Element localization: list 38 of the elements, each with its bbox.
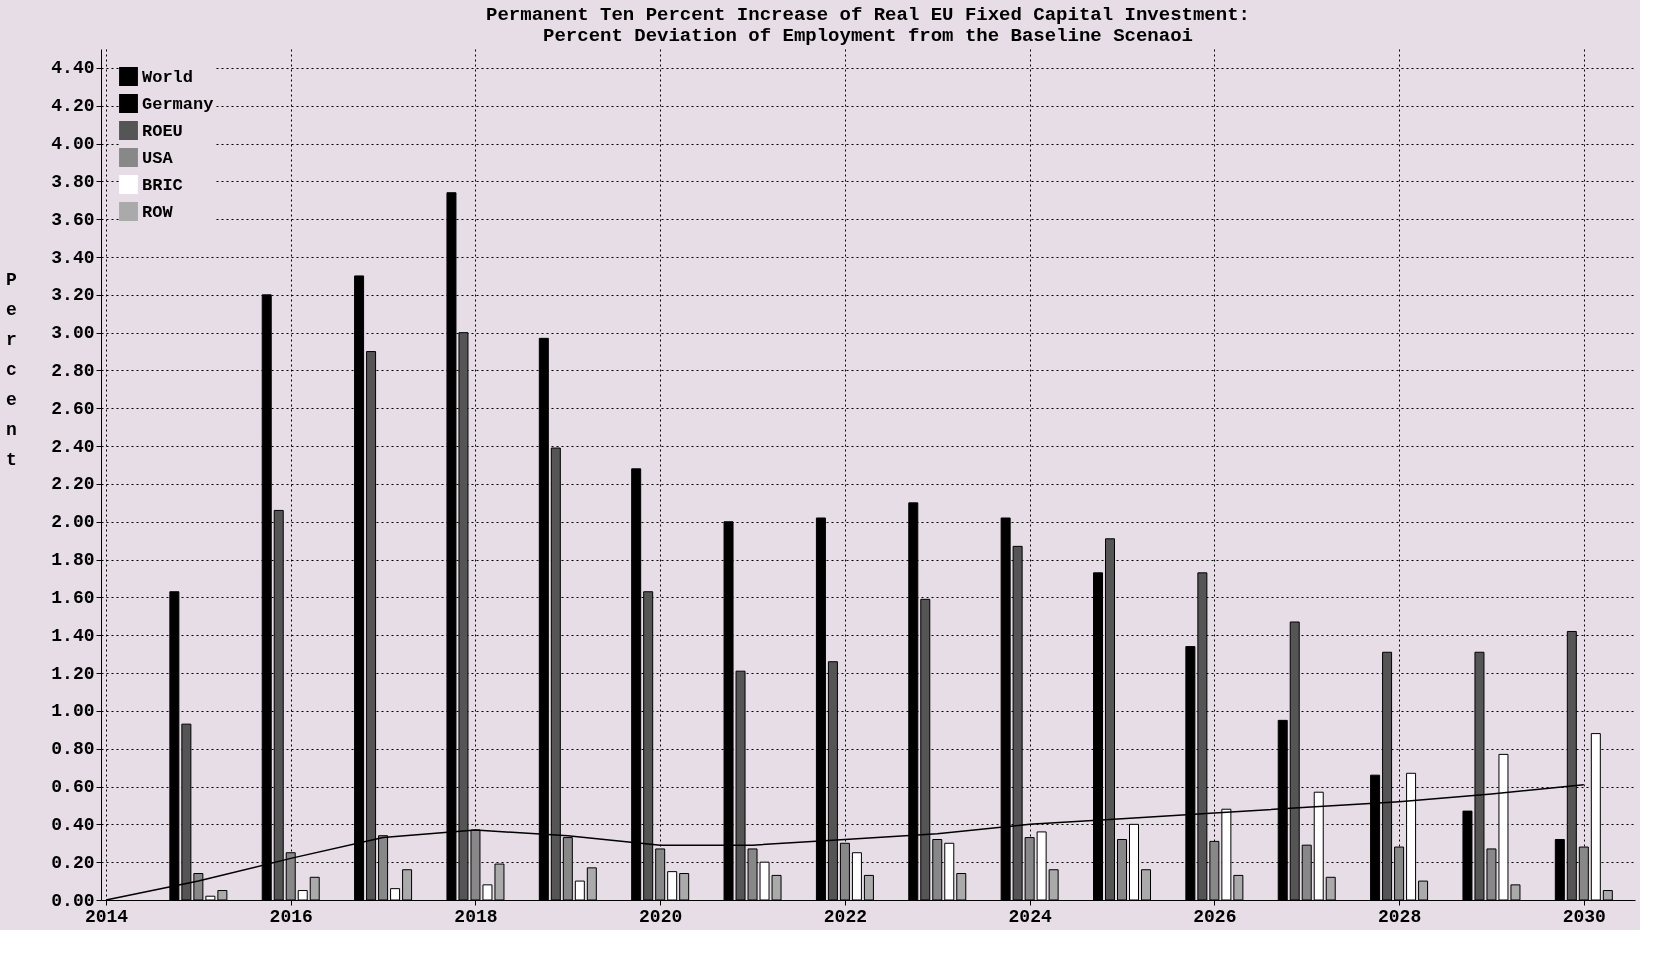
y-tick-label: 2.00 bbox=[51, 512, 95, 533]
y-tick-label: 2.20 bbox=[51, 474, 95, 495]
y-tick-label: 3.60 bbox=[51, 209, 95, 230]
x-tick-label: 2016 bbox=[269, 906, 313, 927]
y-tick-label: 3.00 bbox=[51, 323, 95, 344]
legend-label: USA bbox=[142, 148, 174, 168]
y-tick-label: 1.40 bbox=[51, 625, 95, 646]
legend-label: ROW bbox=[142, 202, 174, 222]
y-tick-label: 3.40 bbox=[51, 247, 95, 268]
y-tick-label: 2.60 bbox=[51, 398, 95, 419]
chart-title: Permanent Ten Percent Increase of Real EU Fixed Capital Investment: Percent Deviation of Employment from the Baseline Scenaoi bbox=[486, 4, 1250, 47]
x-tick-label: 2030 bbox=[1562, 906, 1606, 927]
x-tick-label: 2026 bbox=[1193, 906, 1237, 927]
y-tick-label: 0.40 bbox=[51, 814, 95, 835]
legend-label: Germany bbox=[142, 94, 214, 114]
x-tick-label: 2024 bbox=[1008, 906, 1052, 927]
x-tick-label: 2028 bbox=[1377, 906, 1422, 927]
y-tick-label: 2.40 bbox=[51, 436, 95, 457]
y-tick-label: 0.60 bbox=[51, 777, 95, 798]
y-tick-label: 4.20 bbox=[51, 96, 95, 117]
y-tick-label: 3.20 bbox=[51, 285, 95, 306]
x-tick-label: 2018 bbox=[454, 906, 498, 927]
y-tick-label: 3.80 bbox=[51, 171, 95, 192]
x-tick-label: 2022 bbox=[823, 906, 868, 927]
y-axis-title: Percent bbox=[6, 269, 18, 470]
y-tick-label: 0.20 bbox=[51, 852, 95, 873]
y-tick-label: 1.80 bbox=[51, 550, 95, 571]
y-tick-label: 0.80 bbox=[51, 739, 95, 760]
legend-label: BRIC bbox=[142, 175, 183, 195]
legend-label: ROEU bbox=[142, 121, 183, 141]
y-tick-label: 4.00 bbox=[51, 134, 95, 155]
legend-label: World bbox=[142, 67, 194, 87]
y-tick-label: 1.00 bbox=[51, 701, 95, 722]
y-tick-label: 1.20 bbox=[51, 663, 95, 684]
y-tick-label: 4.40 bbox=[51, 58, 95, 79]
y-tick-label: 1.60 bbox=[51, 587, 95, 608]
y-tick-label: 2.80 bbox=[51, 360, 95, 381]
x-tick-label: 2020 bbox=[639, 906, 683, 927]
